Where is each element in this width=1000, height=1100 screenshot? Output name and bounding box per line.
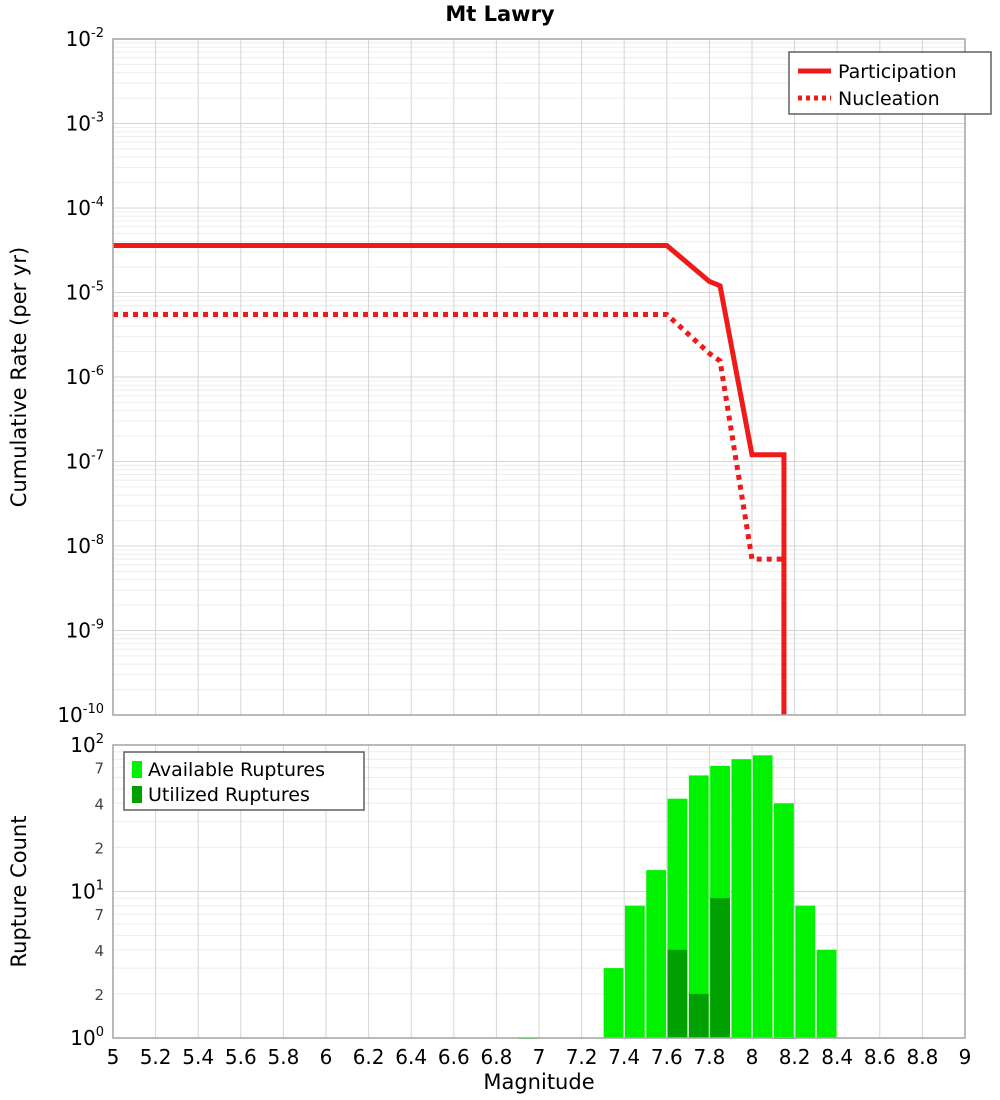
x-tick-label: 5.8 (267, 1045, 299, 1069)
y-minor-tick-label: 2 (94, 839, 104, 857)
y-tick-label-lower: 100 (70, 1025, 104, 1050)
y-tick-exponent: -4 (91, 195, 104, 210)
y-tick-label-upper: 10-3 (66, 111, 104, 136)
y-tick-exponent: -6 (91, 364, 104, 379)
lower-panel-y-axis-title: Rupture Count (7, 816, 31, 968)
y-tick-exponent: -5 (91, 280, 104, 295)
x-tick-label: 8.6 (864, 1045, 896, 1069)
upper-panel-legend[interactable]: Participation Nucleation (788, 51, 992, 115)
legend-label: Nucleation (838, 88, 940, 110)
upper-panel-y-ticks: 10-2 10-3 10-4 10-5 10-6 10-7 10-8 10-9 10-10 (57, 26, 104, 727)
y-minor-tick-label: 2 (94, 986, 104, 1004)
legend-swatch-bar (132, 786, 142, 803)
y-minor-tick-label: 7 (94, 906, 104, 924)
x-tick-label: 6.2 (353, 1045, 385, 1069)
rupture-histogram (518, 755, 837, 1039)
y-tick-label-upper: 10-10 (57, 702, 104, 727)
y-tick-exponent: -7 (91, 449, 104, 464)
upper-panel-frame (112, 38, 966, 716)
bar-available-rupture (795, 905, 816, 1038)
page-title: Mt Lawry (445, 2, 555, 26)
y-tick-exponent: -9 (91, 618, 104, 633)
bar-utilized-rupture (667, 949, 688, 1038)
x-axis-ticks: 5 5.2 5.4 5.6 5.8 6 6.2 6.4 6.6 6.8 7 7.2 7.4 7.6 7.8 8… (107, 1045, 972, 1069)
bar-available-rupture (603, 968, 624, 1038)
bar-available-rupture (816, 949, 837, 1038)
bar-available-rupture (688, 775, 709, 1038)
bar-available-rupture (646, 870, 667, 1038)
x-tick-label: 8.4 (821, 1045, 853, 1069)
bar-available-rupture (624, 905, 645, 1038)
x-tick-label: 7.6 (651, 1045, 683, 1069)
lower-panel-legend[interactable]: Available Ruptures Utilized Ruptures (123, 751, 365, 811)
x-tick-label: 6.8 (480, 1045, 512, 1069)
x-tick-label: 6 (320, 1045, 333, 1069)
y-tick-exponent: -8 (91, 533, 104, 548)
y-minor-tick-label: 4 (94, 795, 104, 813)
legend-swatch-bar (132, 761, 142, 778)
x-tick-label: 7.8 (693, 1045, 725, 1069)
y-tick-label-upper: 10-4 (66, 195, 104, 220)
legend-label: Utilized Ruptures (148, 784, 310, 806)
bar-available-rupture (752, 755, 773, 1038)
x-tick-label: 8.8 (906, 1045, 938, 1069)
curve-nucleation (113, 311, 787, 715)
y-tick-label-upper: 10-2 (66, 26, 104, 51)
y-minor-tick-label: 4 (94, 942, 104, 960)
lower-panel-frame (112, 744, 966, 1039)
x-tick-label: 7 (533, 1045, 546, 1069)
y-tick-exponent: 0 (96, 1025, 104, 1040)
legend-label: Available Ruptures (148, 759, 325, 781)
curve-participation (113, 242, 787, 715)
bar-utilized-rupture (688, 993, 709, 1038)
x-tick-label: 6.6 (438, 1045, 470, 1069)
y-tick-label-upper: 10-5 (66, 280, 104, 305)
legend-box-upper (788, 51, 992, 115)
legend-label: Participation (838, 61, 957, 83)
y-tick-label-upper: 10-9 (66, 618, 104, 643)
rate-curves (113, 242, 787, 715)
x-tick-label: 7.2 (566, 1045, 598, 1069)
y-tick-label-upper: 10-6 (66, 364, 104, 389)
x-tick-label: 5.6 (225, 1045, 257, 1069)
y-tick-label-upper: 10-7 (66, 449, 104, 474)
x-tick-label: 8.2 (779, 1045, 811, 1069)
y-tick-exponent: -2 (91, 26, 104, 41)
bar-utilized-rupture (710, 898, 730, 1038)
x-tick-label: 5 (107, 1045, 120, 1069)
x-tick-label: 5.2 (140, 1045, 172, 1069)
x-tick-label: 8 (746, 1045, 759, 1069)
x-tick-label: 9 (959, 1045, 972, 1069)
y-tick-label-lower: 101 (70, 879, 104, 904)
y-tick-exponent: 2 (96, 732, 104, 747)
bar-available-rupture (731, 759, 752, 1038)
y-tick-exponent: 1 (96, 879, 104, 894)
legend-box-lower (123, 751, 365, 811)
upper-panel-grid (113, 38, 965, 716)
x-tick-label: 7.4 (608, 1045, 640, 1069)
x-axis-title: Magnitude (483, 1070, 594, 1094)
x-tick-label: 5.4 (182, 1045, 214, 1069)
y-tick-exponent: -10 (83, 702, 104, 717)
y-tick-label-upper: 10-8 (66, 533, 104, 558)
y-tick-exponent: -3 (91, 111, 104, 126)
y-tick-label-lower: 102 (70, 732, 104, 757)
upper-panel-y-axis-title: Cumulative Rate (per yr) (7, 247, 31, 507)
x-tick-label: 6.4 (395, 1045, 427, 1069)
bar-available-rupture (774, 803, 794, 1038)
y-minor-tick-label: 7 (94, 760, 104, 778)
